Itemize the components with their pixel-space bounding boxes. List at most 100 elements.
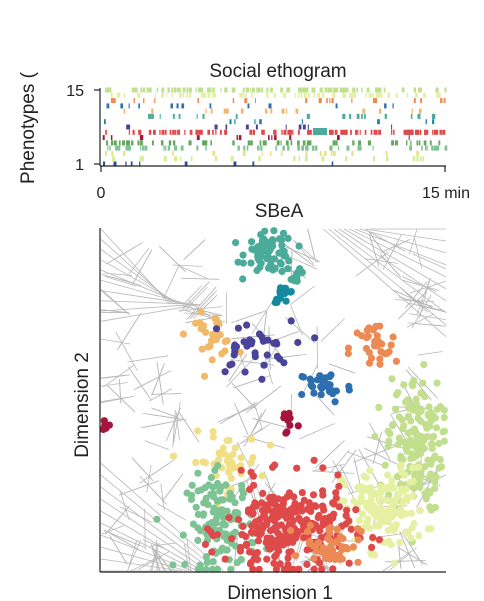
voronoi-edge xyxy=(364,228,447,242)
scatter-point xyxy=(212,325,221,333)
raster-event xyxy=(110,140,114,146)
raster-event xyxy=(352,87,355,93)
raster-event xyxy=(302,124,306,130)
voronoi-edge xyxy=(143,462,170,481)
scatter-point xyxy=(194,427,202,435)
scatter-point xyxy=(288,536,296,545)
raster-event xyxy=(364,113,366,119)
raster-event xyxy=(231,87,234,93)
raster-event xyxy=(420,87,422,93)
raster-event xyxy=(174,145,178,151)
scatter-point xyxy=(421,463,429,471)
scatter-point xyxy=(248,435,256,443)
scatter-point xyxy=(304,527,312,536)
scatter-point xyxy=(402,528,410,536)
raster-event xyxy=(357,129,359,135)
raster-event xyxy=(264,108,268,114)
scatter-point xyxy=(384,427,392,435)
voronoi-edge xyxy=(100,522,198,572)
raster-event xyxy=(123,92,126,98)
raster-event xyxy=(128,145,131,151)
raster-event xyxy=(259,119,262,125)
scatter-point xyxy=(216,510,224,519)
raster-event xyxy=(333,150,336,156)
raster-event xyxy=(138,103,140,109)
scatter-point xyxy=(248,238,256,246)
scatter-point xyxy=(433,424,441,432)
scatter-point xyxy=(192,458,200,466)
raster-event xyxy=(118,92,121,98)
raster-event xyxy=(416,140,419,146)
scatter-point xyxy=(282,297,290,305)
scatter-point xyxy=(395,413,403,421)
scatter-point xyxy=(231,499,239,507)
raster-event xyxy=(285,124,287,130)
scatter-point xyxy=(319,464,327,472)
scatter-point xyxy=(329,565,337,573)
scatter-point xyxy=(401,471,409,479)
raster-event xyxy=(329,145,332,151)
raster-event xyxy=(104,119,106,125)
raster-event xyxy=(148,87,152,93)
raster-event xyxy=(373,156,375,162)
scatter-point xyxy=(179,531,187,539)
raster-event xyxy=(259,140,262,146)
voronoi-edge xyxy=(100,303,198,312)
raster-event xyxy=(351,150,354,156)
raster-event xyxy=(247,140,251,146)
scatter-point xyxy=(201,484,209,492)
scatter-point xyxy=(284,234,292,242)
scatter-point xyxy=(214,456,223,464)
voronoi-edge xyxy=(179,265,208,279)
raster-event xyxy=(420,98,423,104)
raster-event xyxy=(411,108,413,114)
voronoi-edge xyxy=(141,419,184,429)
scatter-point xyxy=(376,322,384,330)
scatter-point xyxy=(415,432,423,440)
raster-event xyxy=(240,108,244,114)
raster-event xyxy=(161,92,164,98)
raster-event xyxy=(225,129,228,135)
scatter-point xyxy=(422,495,430,503)
raster-event xyxy=(411,129,414,135)
raster-event xyxy=(365,92,367,98)
scatter-point xyxy=(433,379,441,387)
scatter-point xyxy=(412,395,420,403)
raster-event xyxy=(128,129,131,135)
raster-event xyxy=(318,98,322,104)
raster-event xyxy=(144,145,148,151)
scatter-point xyxy=(287,317,295,325)
raster-event xyxy=(343,92,346,98)
scatter-point xyxy=(332,489,340,497)
raster-event xyxy=(319,87,323,93)
voronoi-edge xyxy=(100,474,219,572)
raster-event xyxy=(329,98,331,104)
voronoi-edge xyxy=(127,355,169,363)
raster-event xyxy=(109,87,112,93)
raster-event xyxy=(113,140,117,146)
voronoi-edge xyxy=(409,280,447,294)
raster-event xyxy=(143,98,145,104)
voronoi-edge xyxy=(173,401,181,443)
raster-event xyxy=(408,135,410,141)
raster-event xyxy=(412,156,416,162)
scatter-point xyxy=(202,553,211,561)
raster-event xyxy=(297,129,300,135)
scatter-point xyxy=(377,495,385,503)
raster-event xyxy=(378,92,381,98)
raster-event xyxy=(307,92,311,98)
raster-event xyxy=(426,145,428,151)
raster-event xyxy=(212,150,216,156)
scatter-point xyxy=(316,372,324,380)
voronoi-edge xyxy=(180,277,220,280)
raster-event xyxy=(333,87,336,93)
raster-event xyxy=(391,129,393,135)
scatter-point xyxy=(311,334,319,342)
raster-event xyxy=(245,124,249,130)
scatter-point xyxy=(358,510,367,518)
scatter-point xyxy=(350,497,358,505)
raster-event xyxy=(225,124,228,130)
scatter-point xyxy=(287,288,295,296)
voronoi-edge xyxy=(329,363,355,374)
scatter-point xyxy=(349,543,357,551)
